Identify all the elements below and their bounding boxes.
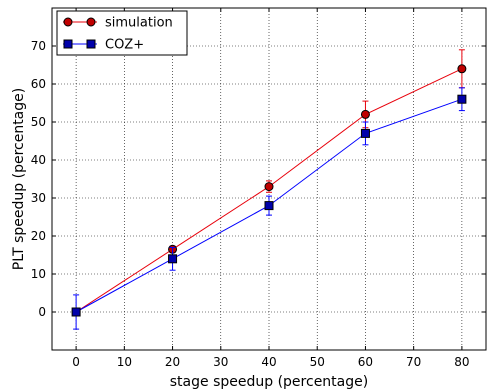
x-tick-label: 70 xyxy=(406,355,421,369)
x-tick-label: 80 xyxy=(454,355,469,369)
legend-marker xyxy=(63,17,73,27)
axis-ticks: 0 10 20 30 40 50 60 70 80 0 10 20 30 40 50 60 70 xyxy=(31,8,486,369)
x-tick-label: 40 xyxy=(261,355,276,369)
x-tick-label: 60 xyxy=(358,355,373,369)
y-tick-label: 20 xyxy=(31,229,46,243)
data-point xyxy=(360,109,370,119)
y-tick-label: 40 xyxy=(31,153,46,167)
x-axis-label: stage speedup (percentage) xyxy=(170,374,368,390)
data-point xyxy=(360,128,370,138)
x-tick-label: 20 xyxy=(165,355,180,369)
legend-marker xyxy=(86,17,96,27)
series-layer xyxy=(71,49,467,330)
data-point xyxy=(71,307,81,317)
legend-marker xyxy=(63,39,73,49)
x-tick-label: 30 xyxy=(213,355,228,369)
y-tick-label: 70 xyxy=(31,39,46,53)
x-tick-label: 50 xyxy=(310,355,325,369)
legend-label: simulation xyxy=(105,16,173,31)
data-point xyxy=(264,201,274,211)
legend-box xyxy=(56,10,188,56)
data-point xyxy=(168,254,178,264)
y-tick-label: 30 xyxy=(31,191,46,205)
x-tick-label: 10 xyxy=(117,355,132,369)
data-point xyxy=(457,94,467,104)
legend: simulation COZ+ xyxy=(56,10,188,56)
legend-label: COZ+ xyxy=(105,38,144,53)
x-tick-label: 0 xyxy=(72,355,80,369)
series-coz-plus xyxy=(71,87,467,330)
y-tick-label: 0 xyxy=(38,305,46,319)
y-tick-label: 60 xyxy=(31,77,46,91)
grid-lines xyxy=(52,8,486,350)
data-point xyxy=(264,182,274,192)
y-axis-label: PLT speedup (percentage) xyxy=(11,88,27,270)
data-point xyxy=(457,64,467,74)
legend-marker xyxy=(86,39,96,49)
y-tick-label: 50 xyxy=(31,115,46,129)
y-tick-label: 10 xyxy=(31,267,46,281)
